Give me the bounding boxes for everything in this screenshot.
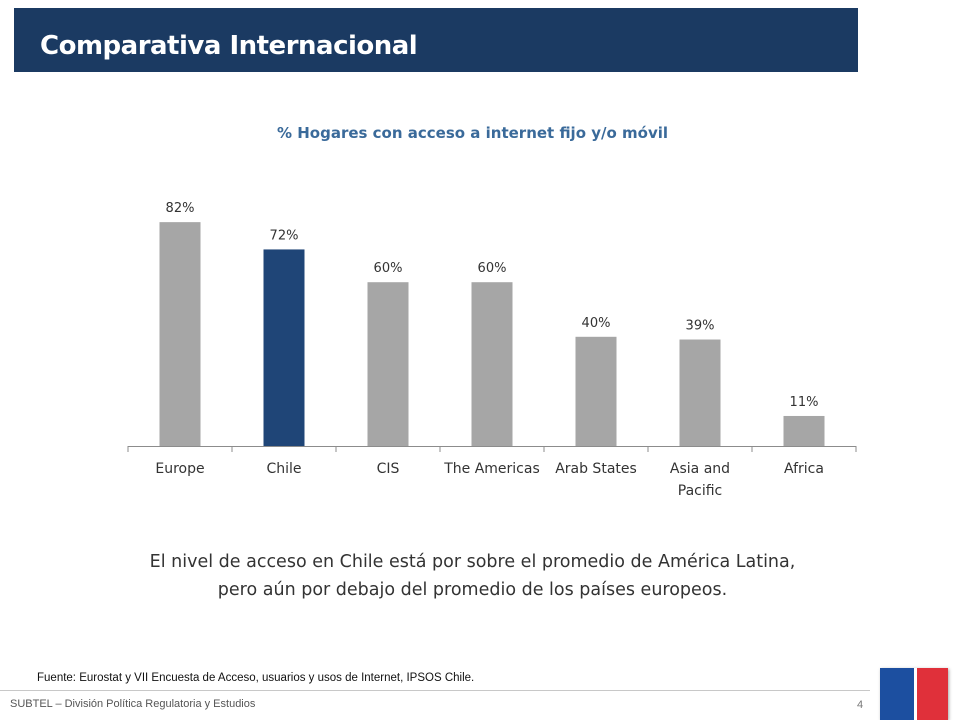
data-label: 60% — [374, 261, 403, 276]
chile-flag-logo — [880, 668, 948, 720]
summary-line-2: pero aún por debajo del promedio de los … — [217, 580, 728, 600]
page-title: Comparativa Internacional — [40, 31, 418, 61]
data-label: 11% — [790, 395, 819, 410]
bar-chart: 82% Europe 72% Chile 60% CIS 60% The Americas 40… — [127, 201, 857, 499]
bar-europe — [159, 222, 201, 446]
category-label: Chile — [266, 461, 301, 477]
bar-cis — [367, 282, 409, 446]
category-label: Arab States — [555, 461, 637, 477]
data-label: 72% — [270, 228, 299, 243]
data-label: 39% — [686, 319, 715, 334]
page-number: 4 — [857, 699, 864, 711]
data-label: 40% — [582, 316, 611, 331]
footer-divider — [0, 690, 870, 691]
category-label: Europe — [155, 461, 204, 477]
header-bar: Comparativa Internacional — [14, 8, 858, 72]
category-label: The Americas — [443, 461, 540, 477]
bar-africa — [783, 415, 825, 446]
bar-the-americas — [471, 282, 513, 446]
bar-asia-and-pacific — [679, 339, 721, 446]
organization-label: SUBTEL – División Política Regulatoria y… — [10, 698, 256, 710]
source-note: Fuente: Eurostat y VII Encuesta de Acces… — [37, 672, 475, 684]
chart-title: % Hogares con acceso a internet fijo y/o… — [276, 124, 669, 142]
category-label: Africa — [784, 461, 824, 477]
data-label: 82% — [166, 201, 195, 216]
category-label: CIS — [377, 461, 400, 477]
bar-arab-states — [575, 336, 617, 446]
bar-chile — [263, 249, 305, 446]
data-label: 60% — [478, 261, 507, 276]
summary-line-1: El nivel de acceso en Chile está por sob… — [149, 552, 796, 572]
summary-text: El nivel de acceso en Chile está por sob… — [0, 548, 945, 604]
category-label: Asia and Pacific — [670, 461, 730, 499]
